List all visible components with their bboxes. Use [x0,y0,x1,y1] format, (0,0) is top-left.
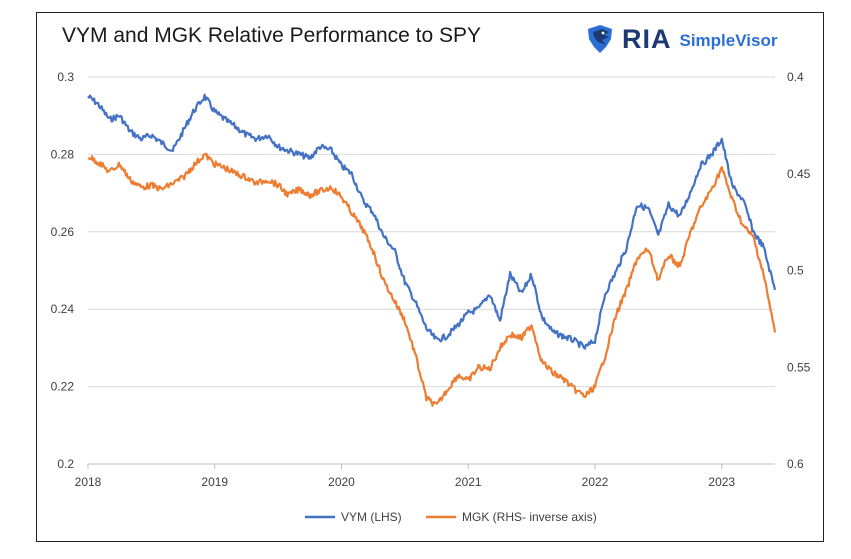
eagle-icon [588,25,612,53]
series-line [87,152,777,407]
y-left-tick-label: 0.26 [51,225,75,239]
x-tick-label: 2018 [75,475,102,489]
y-left-tick-label: 0.22 [51,380,75,394]
chart-title: VYM and MGK Relative Performance to SPY [62,24,482,47]
legend-label: VYM (LHS) [341,510,402,524]
y-left-tick-label: 0.2 [57,457,74,471]
x-tick-label: 2019 [201,475,228,489]
y-right-tick-label: 0.45 [787,167,811,181]
logo-product-text: SimpleVisor [679,31,778,50]
logo-ria-text: RIA [622,23,672,54]
y-right-tick-label: 0.4 [787,70,804,84]
x-tick-label: 2023 [708,475,735,489]
y-left-tick-label: 0.3 [57,70,74,84]
x-tick-label: 2021 [455,475,482,489]
brand-logo: RIA SimpleVisor [584,22,777,56]
chart-frame [36,12,824,542]
series-line [87,93,777,350]
y-left-tick-label: 0.24 [51,302,75,316]
y-right-tick-label: 0.5 [787,264,804,278]
x-tick-label: 2020 [328,475,355,489]
y-right-tick-label: 0.55 [787,360,811,374]
legend-label: MGK (RHS- inverse axis) [462,510,597,524]
y-left-tick-label: 0.28 [51,147,75,161]
y-right-tick-label: 0.6 [787,457,804,471]
x-tick-label: 2022 [582,475,609,489]
